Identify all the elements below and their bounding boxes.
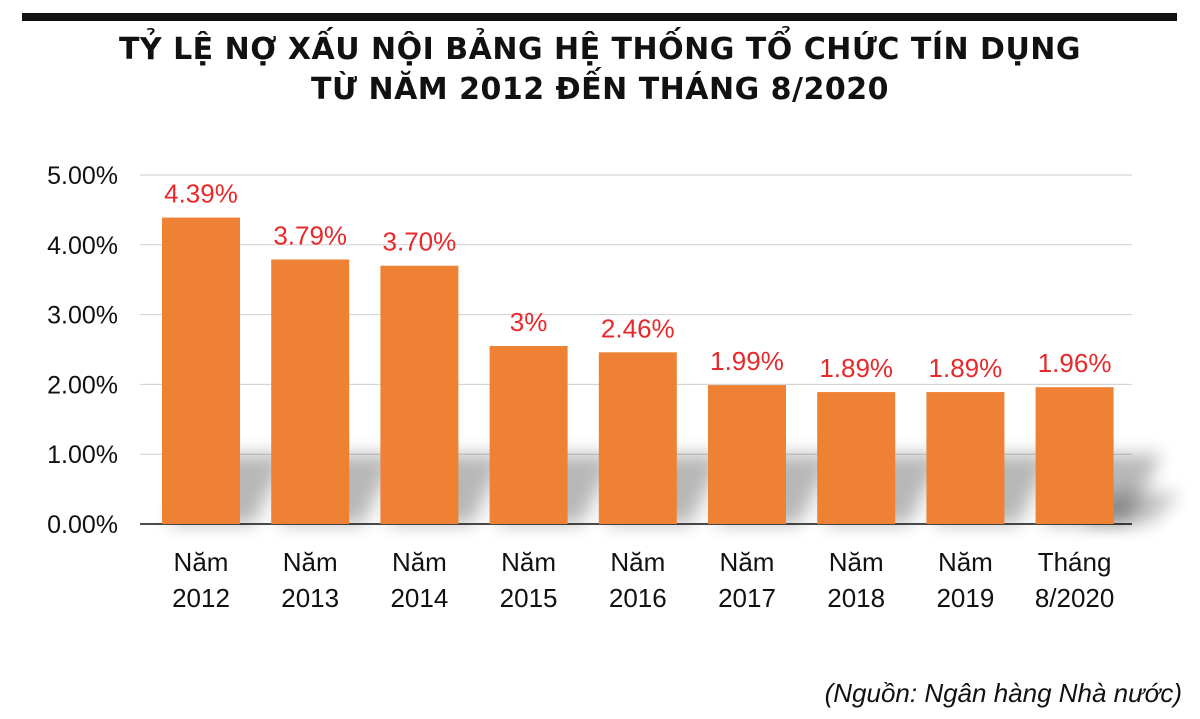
source-note: (Nguồn: Ngân hàng Nhà nước) — [824, 678, 1182, 708]
data-label: 1.89% — [819, 353, 893, 383]
x-tick-label: 2019 — [936, 583, 994, 613]
bar — [489, 346, 568, 524]
bar — [380, 265, 459, 524]
x-tick-label: Năm — [174, 547, 229, 577]
y-tick-label: 0.00% — [47, 511, 118, 539]
y-tick-label: 5.00% — [47, 162, 118, 190]
bar — [926, 392, 1005, 524]
data-labels: 4.39% 3.79% 3.70% 3% 2.46% 1.99% 1.89% 1.89% 1.9… — [164, 179, 1111, 384]
bar — [817, 392, 896, 524]
data-label: 3% — [510, 307, 548, 337]
x-tick-label: Năm — [501, 547, 556, 577]
data-label: 1.89% — [929, 353, 1003, 383]
x-tick-label: Năm — [938, 547, 993, 577]
x-tick-label: 2013 — [281, 583, 339, 613]
bar — [162, 217, 240, 524]
chart-title-line-2: TỪ NĂM 2012 ĐẾN THÁNG 8/2020 — [310, 72, 889, 107]
y-tick-label: 3.00% — [47, 302, 118, 330]
x-tick-label: Năm — [610, 547, 665, 577]
y-tick-label: 2.00% — [47, 371, 118, 399]
data-label: 3.70% — [383, 227, 457, 257]
chart-title-line-1: TỶ LỆ NỢ XẤU NỘI BẢNG HỆ THỐNG TỔ CHỨC T… — [118, 32, 1082, 67]
x-tick-label: Năm — [283, 547, 338, 577]
bar — [271, 259, 350, 524]
x-tick-label: 2017 — [718, 583, 776, 613]
y-axis-ticks: 0.00% 1.00% 2.00% 3.00% 4.00% 5.00% — [47, 162, 118, 539]
data-label: 2.46% — [601, 313, 675, 343]
bar — [1035, 387, 1114, 524]
x-tick-label: 2018 — [827, 583, 885, 613]
bar — [598, 352, 677, 524]
data-label: 3.79% — [273, 220, 347, 250]
x-axis-ticks: Năm 2012 Năm 2013 Năm 2014 Năm 2015 Năm 2016 Năm 20… — [172, 547, 1114, 613]
data-label: 1.99% — [710, 346, 784, 376]
x-tick-label: Năm — [720, 547, 775, 577]
data-label: 4.39% — [164, 179, 238, 209]
x-tick-label: 2014 — [390, 583, 448, 613]
x-tick-label: Tháng — [1038, 547, 1112, 577]
top-rule — [22, 13, 1177, 21]
x-tick-label: 8/2020 — [1035, 583, 1115, 613]
x-tick-label: Năm — [829, 547, 884, 577]
x-tick-label: 2012 — [172, 583, 230, 613]
x-tick-label: 2015 — [500, 583, 558, 613]
data-label: 1.96% — [1038, 348, 1112, 378]
y-tick-label: 1.00% — [47, 441, 118, 469]
bars — [162, 217, 1114, 524]
y-tick-label: 4.00% — [47, 232, 118, 260]
x-tick-label: 2016 — [609, 583, 667, 613]
bar — [708, 385, 786, 524]
x-tick-label: Năm — [392, 547, 447, 577]
